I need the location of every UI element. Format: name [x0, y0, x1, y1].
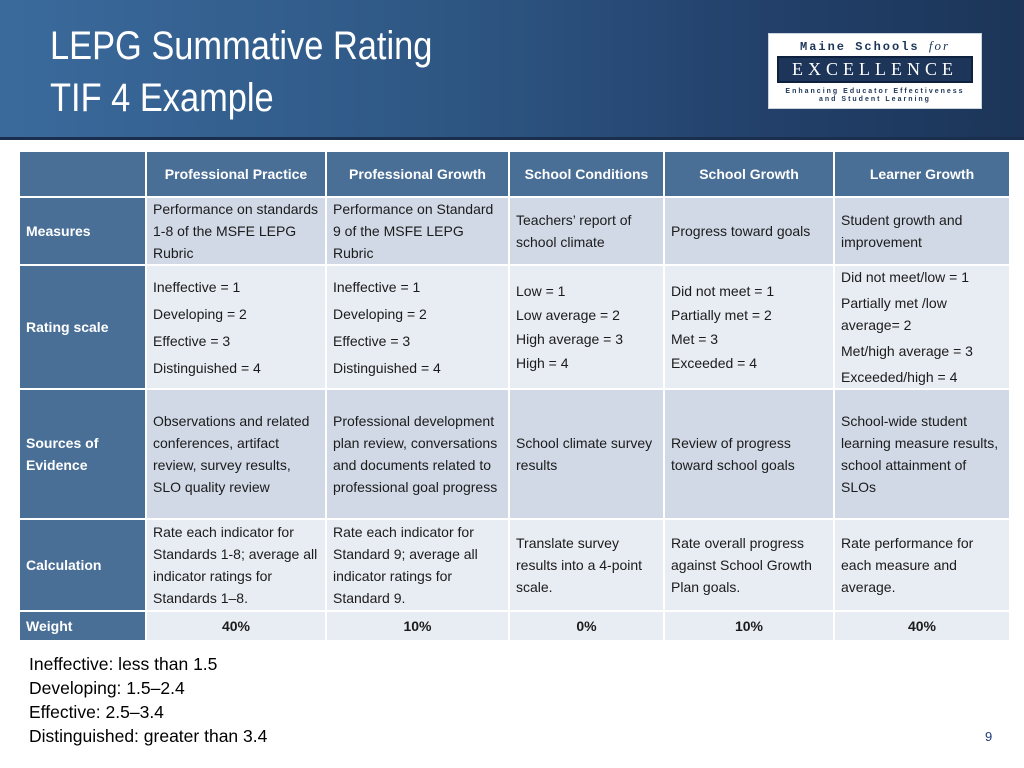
row-header: Rating scale: [18, 264, 147, 390]
table-cell: Low = 1 Low average = 2 High average = 3…: [508, 264, 665, 390]
scale-item: High average = 3: [516, 331, 624, 347]
table-cell: Rate performance for each measure and av…: [833, 518, 1011, 612]
logo-band: [777, 56, 973, 83]
table-cell: Performance on standards 1-8 of the MSFE…: [145, 196, 327, 266]
scale-item: Exceeded = 4: [671, 355, 758, 371]
page-number: 9: [985, 729, 993, 744]
table-cell: Teachers’ report of school climate: [508, 196, 665, 266]
scale-item: Effective = 3: [153, 332, 231, 349]
table-cell: Did not meet = 1 Partially met = 2 Met =…: [663, 264, 835, 390]
scale-item: Partially met /low average= 2: [841, 295, 947, 333]
row-header: Weight: [18, 610, 147, 642]
column-header: Learner Growth: [833, 150, 1011, 198]
scale-item: Distinguished = 4: [333, 359, 441, 376]
slide-title-line-1: LEPG Summative Rating: [50, 24, 433, 68]
maine-schools-for-excellence-logo: Maine Schools for EXCELLENCE Enhancing E…: [768, 33, 982, 109]
scale-item: Met = 3: [671, 331, 719, 347]
scale-item: Exceeded/high = 4: [841, 369, 958, 385]
scale-item: Effective = 3: [333, 332, 411, 349]
table-cell: Progress toward goals: [663, 196, 835, 266]
scale-item: Ineffective = 1: [333, 278, 421, 295]
scale-item: Partially met = 2: [671, 307, 772, 323]
legend-item: Developing: 1.5–2.4: [29, 678, 185, 698]
scale-item: Did not meet/low = 1: [841, 269, 970, 285]
scale-item: Did not meet = 1: [671, 283, 775, 299]
column-header: School Conditions: [508, 150, 665, 198]
table-cell: Translate survey results into a 4-point …: [508, 518, 665, 612]
table-cell: Rate each indicator for Standard 9; aver…: [325, 518, 510, 612]
scale-item: High = 4: [516, 355, 569, 371]
table-row-weight: Weight 40% 10% 0% 10% 40%: [18, 610, 1011, 642]
table-cell: Professional development plan review, co…: [325, 388, 510, 520]
table-cell: Ineffective = 1 Developing = 2 Effective…: [145, 264, 327, 390]
column-header: Professional Growth: [325, 150, 510, 198]
column-header: School Growth: [663, 150, 835, 198]
logo-top-text: Maine Schools for: [800, 38, 950, 54]
table-cell: School climate survey results: [508, 388, 665, 520]
slide-title: LEPG Summative Rating TIF 4 Example: [50, 20, 432, 124]
legend-item: Effective: 2.5–3.4: [29, 702, 164, 722]
weight-value: 0%: [508, 610, 665, 642]
table-cell: Observations and related conferences, ar…: [145, 388, 327, 520]
summative-rating-table: Professional Practice Professional Growt…: [18, 150, 1011, 642]
table-header-row: Professional Practice Professional Growt…: [18, 150, 1011, 198]
weight-value: 10%: [663, 610, 835, 642]
table-cell: School-wide student learning measure res…: [833, 388, 1011, 520]
table-cell: Rate overall progress against School Gro…: [663, 518, 835, 612]
table-cell: Did not meet/low = 1 Partially met /low …: [833, 264, 1011, 390]
scale-item: Ineffective = 1: [153, 278, 241, 295]
table-cell: Review of progress toward school goals: [663, 388, 835, 520]
logo-tagline: Enhancing Educator Effectiveness and Stud…: [785, 88, 965, 103]
legend-item: Ineffective: less than 1.5: [29, 654, 218, 674]
scale-item: Developing = 2: [153, 305, 247, 322]
table-row-sources-of-evidence: Sources of Evidence Observations and rel…: [18, 388, 1011, 520]
logo-wordmark: EXCELLENCE: [792, 59, 958, 79]
row-header: Sources of Evidence: [18, 388, 147, 520]
row-header: Calculation: [18, 518, 147, 612]
table-cell: Rate each indicator for Standards 1-8; a…: [145, 518, 327, 612]
weight-value: 40%: [833, 610, 1011, 642]
table-row-measures: Measures Performance on standards 1-8 of…: [18, 196, 1011, 266]
scale-item: Developing = 2: [333, 305, 427, 322]
table-row-calculation: Calculation Rate each indicator for Stan…: [18, 518, 1011, 612]
scale-item: Met/high average = 3: [841, 343, 973, 359]
table-cell: Ineffective = 1 Developing = 2 Effective…: [325, 264, 510, 390]
table-row-rating-scale: Rating scale Ineffective = 1 Developing …: [18, 264, 1011, 390]
legend-item: Distinguished: greater than 3.4: [29, 726, 268, 746]
scale-item: Low = 1: [516, 283, 566, 299]
scale-item: Low average = 2: [516, 307, 620, 323]
rating-thresholds-legend: Ineffective: less than 1.5 Developing: 1…: [29, 652, 267, 748]
weight-value: 10%: [325, 610, 510, 642]
table-corner-cell: [18, 150, 147, 198]
table-cell: Performance on Standard 9 of the MSFE LE…: [325, 196, 510, 266]
weight-value: 40%: [145, 610, 327, 642]
slide-title-line-2: TIF 4 Example: [50, 76, 274, 120]
column-header: Professional Practice: [145, 150, 327, 198]
row-header: Measures: [18, 196, 147, 266]
title-banner: LEPG Summative Rating TIF 4 Example Main…: [0, 0, 1024, 140]
scale-item: Distinguished = 4: [153, 359, 261, 376]
table-cell: Student growth and improvement: [833, 196, 1011, 266]
